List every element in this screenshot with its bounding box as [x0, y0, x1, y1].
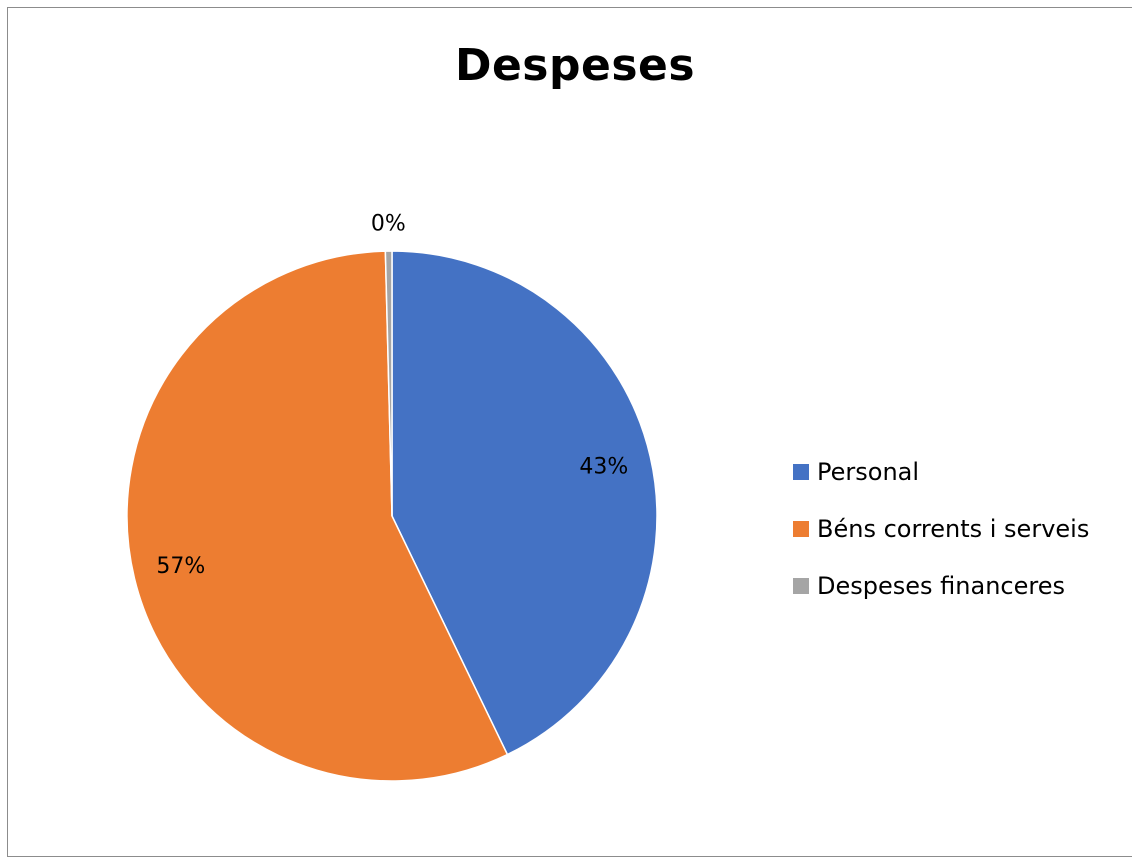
data-label-bens-corrents-serveis: 57% — [156, 554, 205, 579]
pie-slice-personal — [391, 250, 658, 756]
chart-title: Despeses — [454, 40, 696, 91]
legend-item-personal: Personal — [793, 443, 1089, 500]
data-label-personal: 43% — [579, 454, 628, 479]
legend-label-bens-corrents-serveis: Béns corrents i serveis — [817, 514, 1090, 543]
pie-data-labels: 43% 57% 0% — [156, 212, 628, 580]
pie-slice-despeses-financeres — [384, 250, 393, 517]
chart-legend: Personal Béns corrents i serveis Despeses … — [793, 443, 1089, 614]
legend-label-despeses-financeres: Despeses financeres — [817, 571, 1065, 600]
legend-item-despeses-financeres: Despeses financeres — [793, 557, 1089, 614]
legend-item-bens-corrents-serveis: Béns corrents i serveis — [793, 500, 1089, 557]
pie-slices — [126, 250, 658, 782]
pie-slice-bens-corrents-serveis — [126, 250, 509, 782]
legend-swatch-bens-corrents-serveis — [793, 520, 809, 537]
legend-label-personal: Personal — [817, 457, 920, 486]
legend-swatch-despeses-financeres — [793, 577, 809, 594]
legend-swatch-personal — [793, 463, 809, 480]
data-label-despeses-financeres: 0% — [371, 212, 406, 237]
